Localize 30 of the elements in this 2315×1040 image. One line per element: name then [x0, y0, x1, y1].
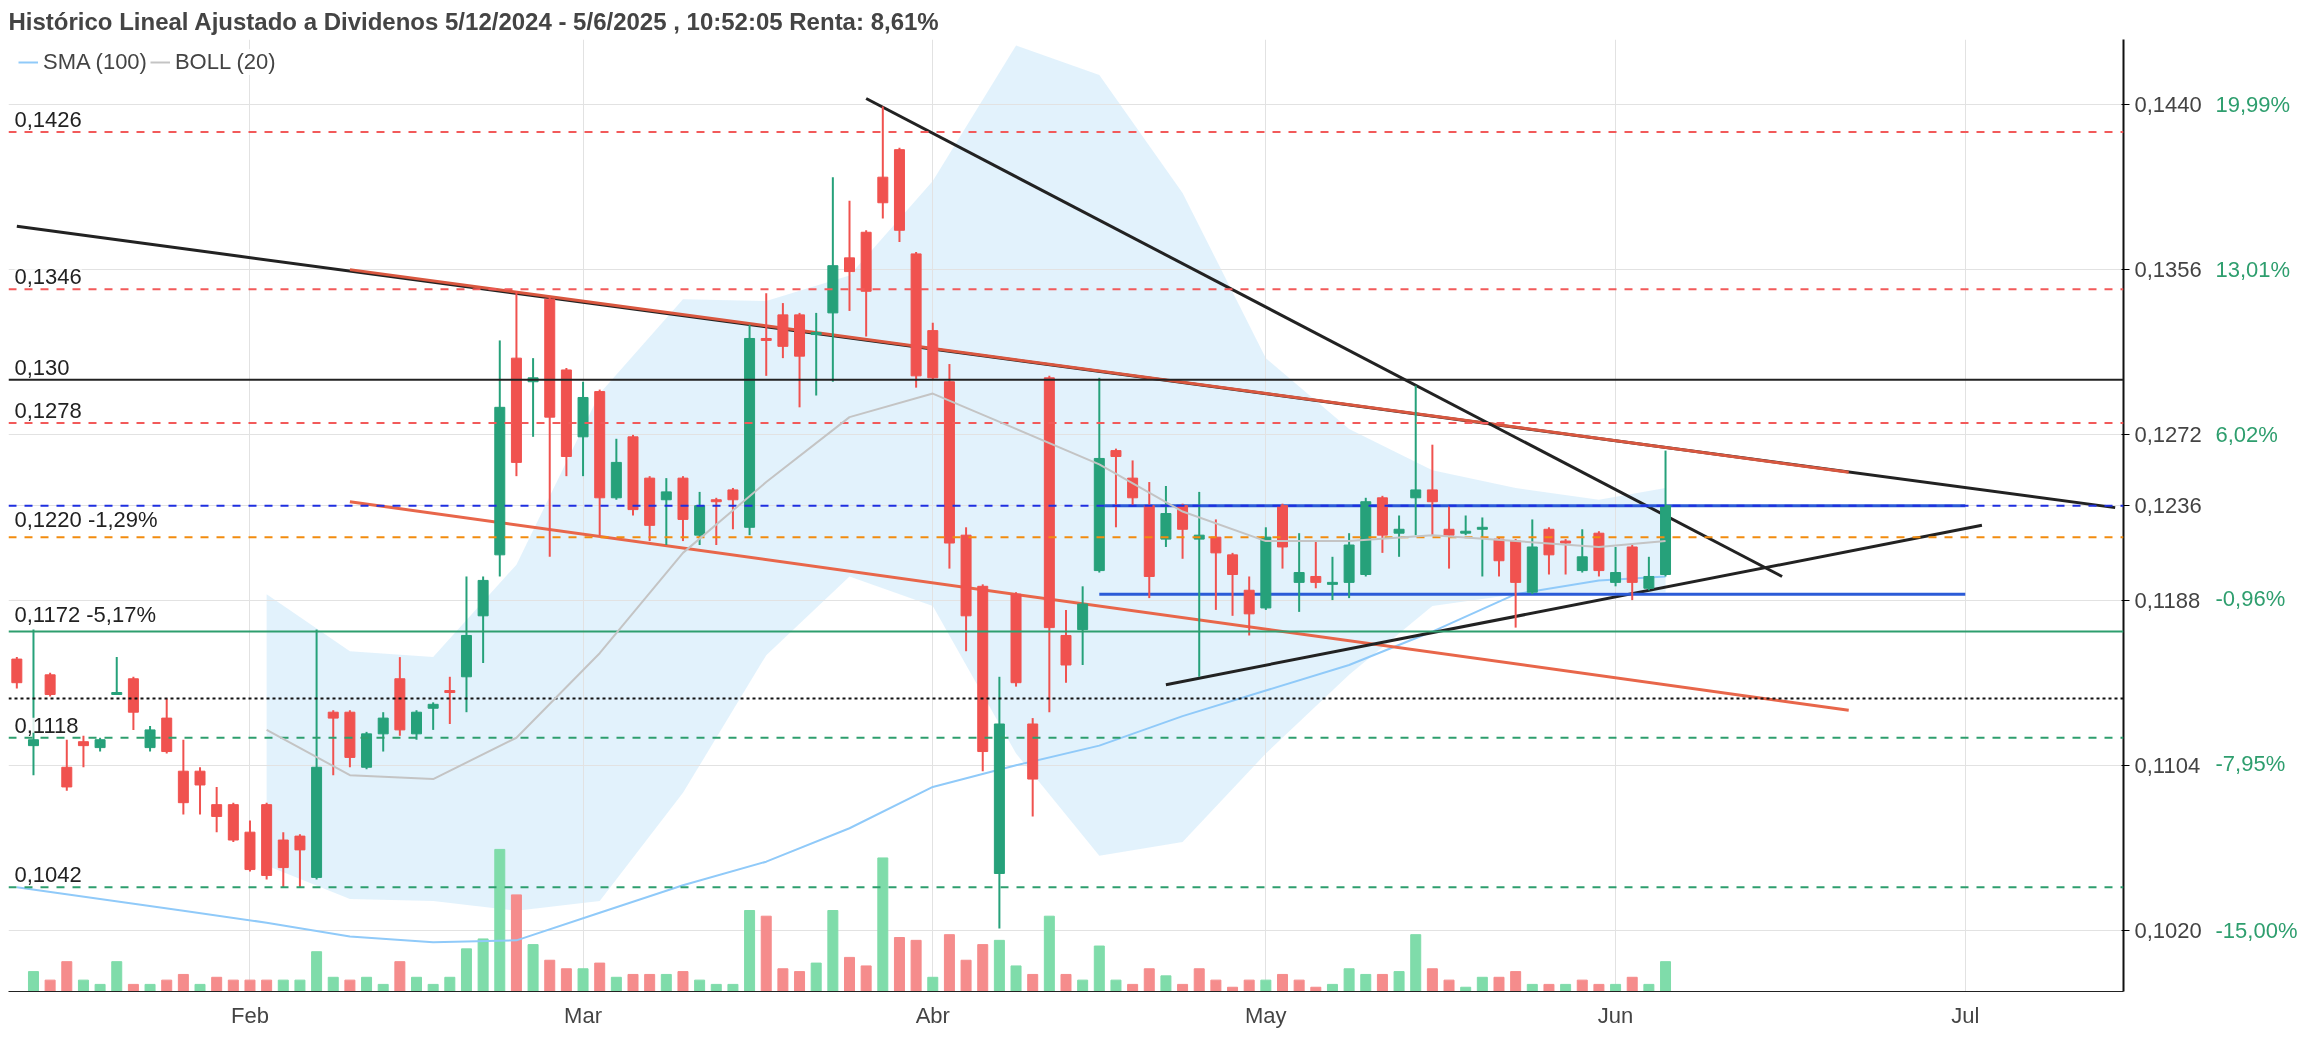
ref-line-label: 0,1346: [14, 264, 82, 290]
y-tick-label: 0,1272: [2134, 422, 2202, 448]
legend-label: SMA (100): [43, 49, 147, 75]
y2-tick-label: 6,02%: [2215, 421, 2278, 447]
y2-tick-label: -7,95%: [2215, 751, 2286, 777]
x-tick-label: May: [1245, 1002, 1287, 1028]
ref-line-label: 0,1118: [14, 712, 79, 738]
y2-tick-label: 13,01%: [2215, 256, 2291, 282]
y-tick-label: 0,1356: [2134, 257, 2202, 283]
x-tick-label: Abr: [915, 1002, 950, 1028]
ref-line-label: 0,1426: [14, 106, 82, 132]
y2-tick-label: -15,00%: [2215, 917, 2298, 943]
legend-label: BOLL (20): [174, 49, 276, 75]
y-tick-label: 0,1236: [2134, 493, 2202, 519]
ref-line-label: 0,1172 -5,17%: [14, 601, 156, 627]
ref-line-label: 0,1042: [14, 862, 82, 888]
x-tick-label: Feb: [231, 1002, 269, 1028]
x-tick-label: Jun: [1597, 1002, 1634, 1028]
y2-tick-label: -0,96%: [2215, 586, 2286, 612]
x-tick-label: Jul: [1951, 1002, 1980, 1028]
y-tick-label: 0,1188: [2134, 587, 2201, 613]
y-tick-label: 0,1020: [2134, 918, 2202, 944]
x-tick-label: Mar: [564, 1002, 602, 1028]
y-tick-label: 0,1440: [2134, 91, 2202, 117]
ref-line-label: 0,130: [14, 354, 70, 380]
ref-line-label: 0,1220 -1,29%: [14, 507, 158, 533]
y2-tick-label: 19,99%: [2215, 91, 2291, 117]
ref-line-label: 0,1278: [14, 398, 82, 424]
y-tick-label: 0,1104: [2134, 752, 2201, 778]
chart-title: Histórico Lineal Ajustado a Dividenos 5/12/2024 - 5/6/2025 , 10:52:05 Renta: 8,61%: [8, 7, 939, 35]
